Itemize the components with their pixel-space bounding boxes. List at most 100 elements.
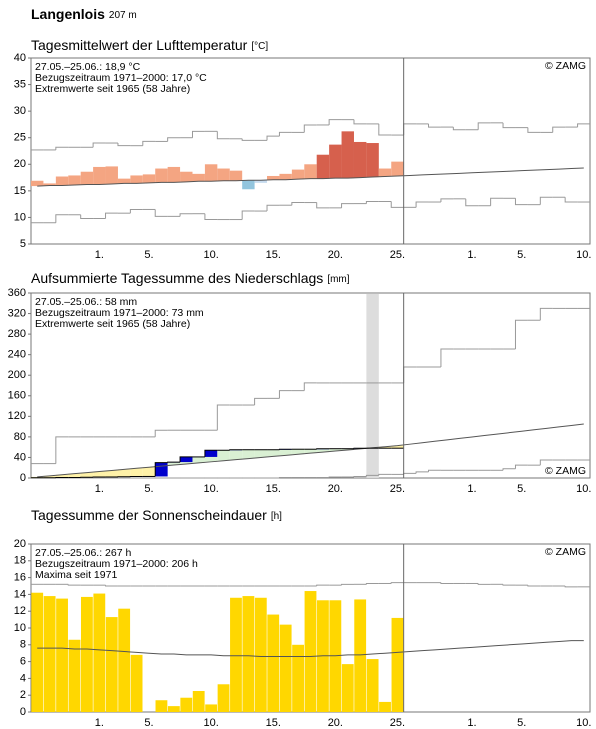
extreme-min-step — [514, 464, 528, 469]
x-tick-label: 1. — [467, 483, 476, 495]
y-tick-label: 200 — [8, 369, 26, 381]
extreme-max-step — [552, 126, 566, 133]
extreme-max-step — [328, 119, 342, 125]
anomaly-bar — [31, 180, 44, 187]
x-tick-label: 15. — [266, 717, 281, 729]
y-tick-label: 320 — [8, 307, 26, 319]
extreme-max-step — [527, 127, 541, 133]
anomaly-bar — [80, 171, 94, 185]
extreme-max-step — [452, 127, 466, 131]
y-tick-label: 120 — [8, 410, 26, 422]
chart-title: Aufsummierte Tagessumme des Niederschlag… — [31, 270, 350, 286]
x-tick-label: 5. — [517, 717, 526, 729]
extreme-min-step — [55, 214, 69, 223]
extreme-max-step — [266, 135, 280, 141]
deviation-fill — [192, 456, 205, 463]
x-tick-label: 1. — [95, 483, 104, 495]
anomaly-bar — [329, 144, 342, 179]
anomaly-bar — [192, 173, 205, 182]
climate-line — [37, 423, 584, 478]
anomaly-bar — [242, 180, 255, 190]
unit: [mm] — [327, 274, 349, 285]
y-tick-label: 10 — [14, 211, 26, 223]
extreme-max-step — [303, 124, 317, 133]
extreme-max-step — [477, 583, 491, 585]
extreme-min-step — [365, 200, 379, 204]
extreme-max-step — [564, 586, 578, 588]
deviation-fill — [254, 449, 268, 458]
extreme-max-step — [278, 390, 292, 399]
credit: © ZAMG — [545, 546, 586, 558]
extreme-max-step — [390, 582, 404, 584]
observed-step — [167, 461, 181, 463]
anomaly-bar — [180, 171, 193, 182]
bar — [130, 654, 143, 712]
extreme-max-step — [216, 131, 230, 140]
y-tick-label: 0 — [20, 472, 26, 484]
anomaly-bar — [68, 175, 81, 186]
y-tick-label: 2 — [20, 689, 26, 701]
extreme-max-step — [216, 404, 230, 431]
anomaly-bar — [304, 164, 317, 179]
bar — [180, 697, 193, 712]
elevation: 207 m — [109, 10, 137, 21]
x-tick-label: 10. — [203, 249, 218, 261]
info-text: Bezugszeitraum 1971–2000: 73 mm — [35, 307, 204, 319]
anomaly-bar — [229, 170, 243, 181]
extreme-min-step — [465, 198, 479, 207]
bar — [93, 593, 106, 712]
extreme-max-step — [55, 436, 69, 464]
deviation-fill — [93, 471, 106, 477]
y-tick-label: 0 — [20, 706, 26, 718]
extreme-min-step — [564, 197, 578, 203]
anomaly-bar — [366, 143, 379, 178]
extreme-max-step — [440, 348, 454, 367]
anomaly-bar — [279, 173, 292, 180]
x-tick-label: 20. — [328, 717, 343, 729]
deviation-fill — [279, 449, 292, 456]
bar — [68, 639, 81, 712]
y-tick-label: 240 — [8, 349, 26, 361]
deviation-fill — [291, 449, 305, 455]
observed-step — [154, 462, 168, 477]
deviation-fill — [43, 475, 56, 478]
extreme-min-step — [365, 474, 379, 477]
y-tick-label: 8 — [20, 639, 26, 651]
chart-title: Tagessumme der Sonnenscheindauer [h] — [31, 507, 282, 523]
bar — [80, 596, 93, 712]
x-tick-label: 25. — [390, 717, 405, 729]
info-text: Bezugszeitraum 1971–2000: 206 h — [35, 558, 198, 570]
deviation-fill — [80, 472, 94, 478]
y-tick-label: 40 — [14, 52, 26, 64]
extreme-max-step — [365, 582, 379, 585]
extreme-max-step — [241, 138, 255, 141]
bar — [366, 659, 379, 712]
deviation-fill — [391, 445, 404, 449]
x-tick-label: 15. — [266, 483, 281, 495]
y-tick-label: 35 — [14, 78, 26, 90]
anomaly-bar — [142, 174, 156, 183]
anomaly-bar — [43, 183, 56, 186]
extreme-min-step — [328, 476, 342, 478]
extreme-max-step — [502, 122, 516, 129]
y-tick-label: 4 — [20, 672, 26, 684]
unit: [h] — [271, 511, 282, 522]
observed-step — [316, 448, 330, 450]
info-text: Bezugszeitraum 1971–2000: 17,0 °C — [35, 72, 207, 84]
x-tick-label: 1. — [95, 717, 104, 729]
anomaly-bar — [55, 176, 69, 186]
deviation-fill — [105, 470, 118, 477]
deviation-fill — [130, 468, 143, 477]
extreme-max-step — [254, 397, 268, 406]
bar — [118, 608, 131, 712]
extreme-max-step — [55, 146, 69, 150]
y-tick-label: 40 — [14, 451, 26, 463]
anomaly-bar — [217, 168, 230, 181]
deviation-fill — [304, 449, 317, 454]
extreme-min-step — [316, 202, 330, 209]
deviation-fill — [117, 469, 131, 477]
extreme-max-step — [142, 140, 156, 146]
x-tick-label: 10. — [203, 717, 218, 729]
